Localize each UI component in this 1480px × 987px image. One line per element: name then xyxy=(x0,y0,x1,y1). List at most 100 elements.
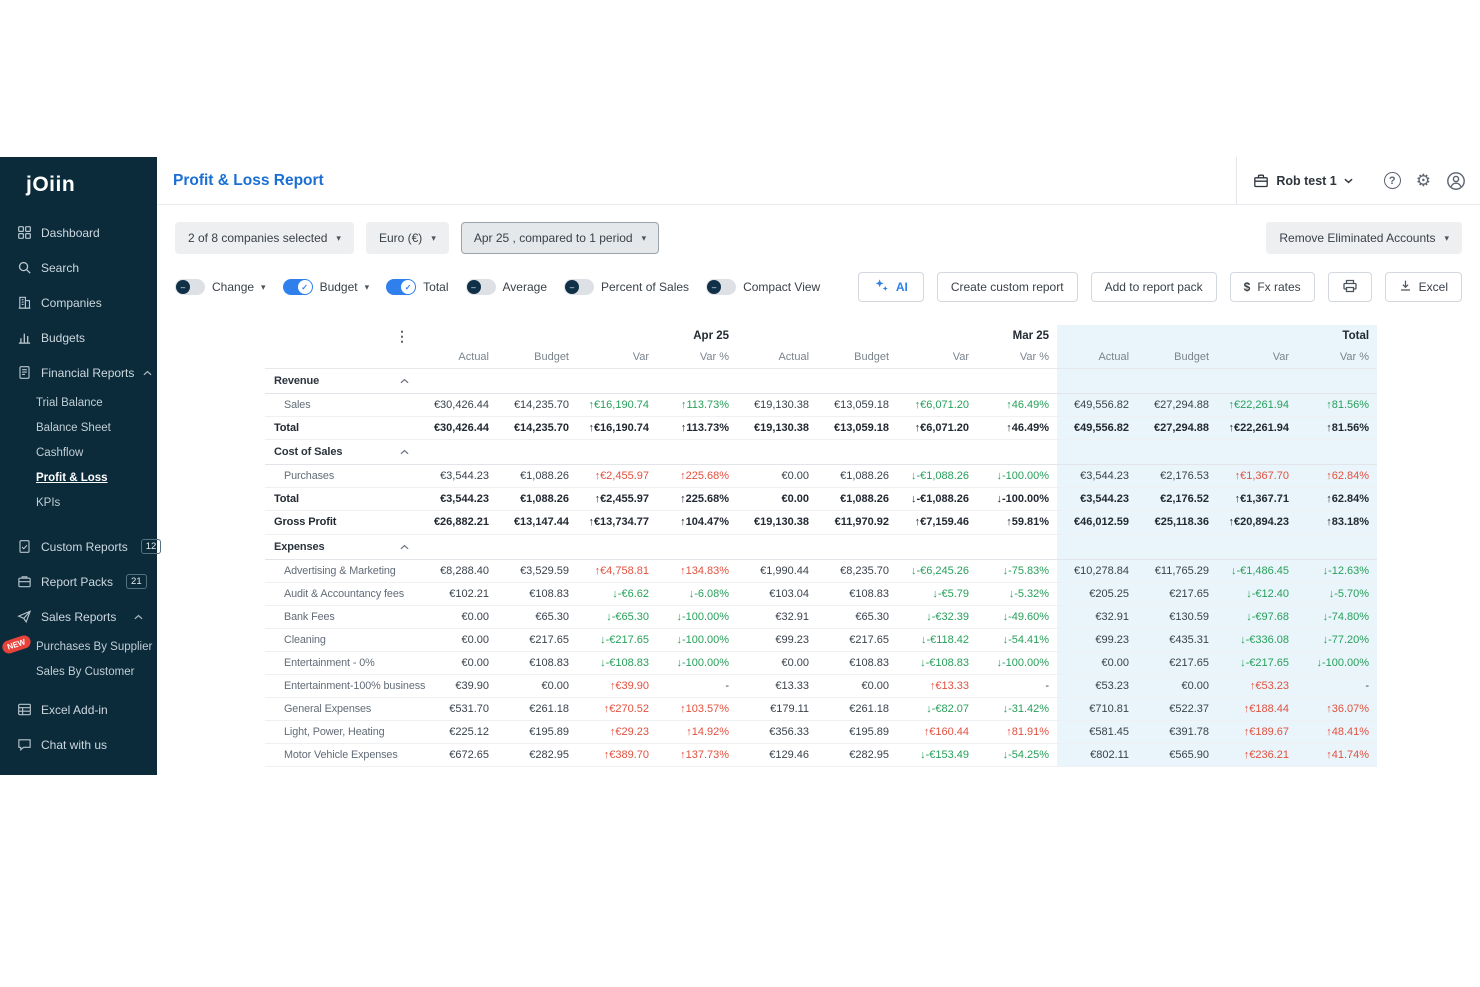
sidebar-item-kpis[interactable]: KPIs xyxy=(0,490,157,515)
companies-filter[interactable]: 2 of 8 companies selected ▾ xyxy=(175,222,354,254)
value-cell: ↓-5.70% xyxy=(1297,582,1378,606)
period-filter[interactable]: Apr 25 , compared to 1 period ▾ xyxy=(460,222,660,254)
value-cell: ↑83.18% xyxy=(1297,510,1378,535)
sidebar-item-label: Cashflow xyxy=(36,446,84,459)
add-to-report-pack-button[interactable]: Add to report pack xyxy=(1090,272,1217,302)
value-cell: €531.70 xyxy=(417,697,497,721)
row-label[interactable]: Sales xyxy=(265,393,417,417)
toggle-knob: ✓ xyxy=(401,280,416,294)
toggle-budget[interactable]: ✓ Budget ▾ xyxy=(282,279,369,295)
value-cell: ↑€6,071.20 xyxy=(897,416,978,440)
row-label[interactable]: Advertising & Marketing xyxy=(265,559,417,583)
value-cell: ↑€53.23 xyxy=(1217,674,1298,698)
row-label[interactable]: Light, Power, Heating xyxy=(265,720,417,744)
value-cell: ↑62.84% xyxy=(1297,464,1378,488)
value-cell: €282.95 xyxy=(497,743,577,767)
sidebar-item-sales-by-customer[interactable]: Sales By Customer xyxy=(0,659,157,684)
value-cell: €108.83 xyxy=(497,582,577,606)
sidebar-item-custom-reports[interactable]: Custom Reports 12 xyxy=(0,529,162,564)
excel-export-button[interactable]: Excel xyxy=(1384,272,1462,302)
empty-cell xyxy=(1137,534,1218,560)
sidebar-item-cashflow[interactable]: Cashflow xyxy=(0,440,157,465)
empty-cell xyxy=(1217,534,1298,560)
row-label[interactable]: General Expenses xyxy=(265,697,417,721)
empty-cell xyxy=(657,368,738,394)
toggle-switch[interactable]: – xyxy=(175,279,205,295)
empty-cell xyxy=(737,368,818,394)
toggle-label: Total xyxy=(423,280,449,294)
toggle-total[interactable]: ✓ Total xyxy=(386,279,449,295)
row-label[interactable]: Cleaning xyxy=(265,628,417,652)
collapse-chevron-icon[interactable] xyxy=(400,544,409,550)
collapse-chevron-icon[interactable] xyxy=(400,378,409,384)
ai-button[interactable]: AI xyxy=(857,272,924,302)
sidebar-item-dashboard[interactable]: Dashboard xyxy=(0,215,157,250)
toggle-switch[interactable]: – xyxy=(706,279,737,295)
row-label[interactable]: Gross Profit xyxy=(265,510,417,535)
sidebar-item-profit-and-loss[interactable]: Profit & Loss xyxy=(0,465,157,490)
value-cell: ↑€20,894.23 xyxy=(1217,510,1298,535)
value-cell: €225.12 xyxy=(417,720,497,744)
value-cell: €108.83 xyxy=(497,651,577,675)
row-label[interactable]: Purchases xyxy=(265,464,417,488)
sidebar-item-sales-reports[interactable]: Sales Reports xyxy=(0,599,157,634)
currency-filter[interactable]: Euro (€) ▾ xyxy=(365,222,449,254)
printer-icon xyxy=(1342,278,1358,297)
toggle-change[interactable]: – Change ▾ xyxy=(175,279,266,295)
settings-gear-icon[interactable]: ⚙ xyxy=(1415,170,1431,190)
column-header: Budget xyxy=(817,347,898,369)
sidebar: jOiin Dashboard Search Companies Budgets Fin… xyxy=(0,157,162,775)
profile-icon[interactable] xyxy=(1446,171,1466,191)
app-logo: jOiin xyxy=(26,173,76,196)
filter-chips: 2 of 8 companies selected ▾ Euro (€) ▾ A… xyxy=(175,222,660,254)
eliminated-accounts-filter[interactable]: Remove Eliminated Accounts ▾ xyxy=(1266,222,1462,254)
toggle-switch[interactable]: – xyxy=(564,279,594,295)
header-actions: Rob test 1 ? ⚙ xyxy=(1236,156,1466,205)
fx-rates-button[interactable]: $ Fx rates xyxy=(1229,272,1315,302)
sidebar-item-balance-sheet[interactable]: Balance Sheet xyxy=(0,415,157,440)
value-cell: €19,130.38 xyxy=(737,416,818,440)
row-label[interactable]: Bank Fees xyxy=(265,605,417,629)
sidebar-item-chat-with-us[interactable]: Chat with us xyxy=(0,727,157,762)
print-button[interactable] xyxy=(1327,272,1372,302)
row-label[interactable]: Total xyxy=(265,487,417,511)
row-label[interactable]: Entertainment-100% business xyxy=(265,674,425,698)
toggle-label: Compact View xyxy=(743,280,821,294)
value-cell: ↓-5.32% xyxy=(977,582,1058,606)
toggle-average[interactable]: – Average xyxy=(465,279,547,295)
help-icon[interactable]: ? xyxy=(1383,172,1401,189)
value-cell: €11,970.92 xyxy=(817,510,898,535)
value-cell: ↑€189.67 xyxy=(1217,720,1298,744)
value-cell: €14,235.70 xyxy=(497,393,577,417)
custom-icon xyxy=(17,539,32,554)
sidebar-item-budgets[interactable]: Budgets xyxy=(0,320,157,355)
create-custom-report-button[interactable]: Create custom report xyxy=(936,272,1078,302)
row-label[interactable]: Motor Vehicle Expenses xyxy=(265,743,417,767)
collapse-chevron-icon[interactable] xyxy=(400,449,409,455)
sidebar-item-financial-reports[interactable]: Financial Reports xyxy=(0,355,157,390)
table-options-icon[interactable]: ⋮ xyxy=(395,327,409,344)
sidebar-item-excel-addin[interactable]: Excel Add-in xyxy=(0,692,157,727)
account-menu[interactable]: Rob test 1 xyxy=(1236,156,1368,205)
toggle-switch[interactable]: ✓ xyxy=(282,279,313,295)
value-cell: €3,529.59 xyxy=(497,559,577,583)
sidebar-item-search[interactable]: Search xyxy=(0,250,157,285)
toggle-switch[interactable]: – xyxy=(465,279,496,295)
value-cell: ↓-€82.07 xyxy=(897,697,978,721)
sidebar-item-report-packs[interactable]: Report Packs 21 xyxy=(0,564,157,599)
sidebar-item-trial-balance[interactable]: Trial Balance xyxy=(0,390,157,415)
row-label[interactable]: Entertainment - 0% xyxy=(265,651,417,675)
toggle-percent-of-sales[interactable]: – Percent of Sales xyxy=(564,279,689,295)
sidebar-item-purchases-by-supplier[interactable]: NEW Purchases By Supplier xyxy=(0,633,157,659)
row-label[interactable]: Total xyxy=(265,416,417,440)
column-header: Var % xyxy=(657,347,738,369)
action-buttons: AI Create custom report Add to report pa… xyxy=(857,272,1462,302)
empty-cell xyxy=(497,534,577,560)
section-row: Revenue xyxy=(265,368,1378,394)
value-cell: €99.23 xyxy=(737,628,818,652)
row-label[interactable]: Audit & Accountancy fees xyxy=(265,582,417,606)
toggle-compact-view[interactable]: – Compact View xyxy=(706,279,820,295)
toggle-switch[interactable]: ✓ xyxy=(386,279,417,295)
sidebar-item-companies[interactable]: Companies xyxy=(0,285,157,320)
ai-button-label: AI xyxy=(895,280,908,294)
